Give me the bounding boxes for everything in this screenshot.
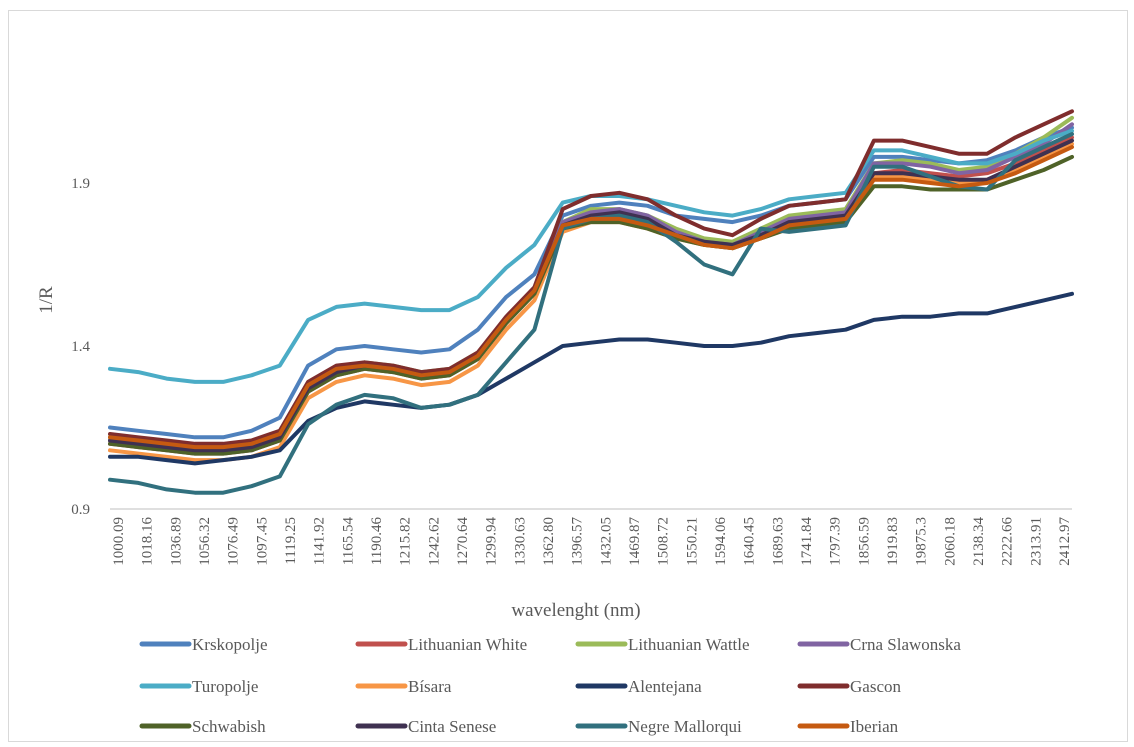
legend-label: Bísara bbox=[408, 677, 452, 696]
legend-label: Alentejana bbox=[628, 677, 702, 696]
legend-label: Lithuanian White bbox=[408, 635, 527, 654]
x-axis-title: wavelenght (nm) bbox=[511, 600, 640, 621]
series-line bbox=[108, 291, 1074, 466]
x-tick-label: 1000.09 bbox=[111, 517, 127, 566]
series-line bbox=[108, 145, 1074, 450]
x-tick-label: 1919.83 bbox=[885, 517, 901, 566]
x-tick-label: 2222.66 bbox=[1000, 517, 1016, 566]
series-line bbox=[108, 109, 1074, 446]
legend-label: Negre Mallorqui bbox=[628, 717, 742, 736]
x-tick-label: 1689.63 bbox=[770, 517, 786, 566]
x-tick-label: 1119.25 bbox=[283, 517, 299, 565]
x-tick-label: 1640.45 bbox=[742, 517, 758, 566]
x-tick-label: 1330.63 bbox=[512, 517, 528, 566]
x-tick-label: 1741.84 bbox=[799, 517, 815, 566]
x-tick-label: 1018.16 bbox=[140, 517, 156, 566]
x-tick-label: 1076.49 bbox=[226, 517, 242, 566]
series-line bbox=[108, 138, 1074, 453]
chart-frame bbox=[8, 10, 1128, 742]
x-tick-label: 1432.05 bbox=[598, 517, 614, 566]
legend-label: Krskopolje bbox=[192, 635, 268, 654]
x-tick-label: 1856.59 bbox=[856, 517, 872, 566]
legend-label: Lithuanian Wattle bbox=[628, 635, 750, 654]
series-line bbox=[108, 154, 1074, 456]
x-tick-label: 1362.80 bbox=[541, 517, 557, 566]
series-line bbox=[108, 135, 1074, 456]
y-tick-label: 1.4 bbox=[71, 339, 90, 355]
x-tick-label: 1056.32 bbox=[197, 517, 213, 566]
x-tick-label: 1165.54 bbox=[340, 517, 356, 566]
series-line bbox=[108, 125, 1074, 440]
x-tick-label: 1797.39 bbox=[828, 517, 844, 566]
y-tick-label: 1.9 bbox=[71, 176, 90, 192]
x-tick-label: 1469.87 bbox=[627, 517, 643, 566]
x-tick-label: 1594.06 bbox=[713, 517, 729, 566]
x-tick-label: 1215.82 bbox=[398, 517, 414, 566]
x-tick-label: 2060.18 bbox=[942, 517, 958, 566]
x-tick-label: 1190.46 bbox=[369, 517, 385, 566]
x-tick-label: 1508.72 bbox=[656, 517, 672, 566]
x-tick-label: 1299.94 bbox=[484, 517, 500, 566]
legend-label: Turopolje bbox=[192, 677, 258, 696]
x-tick-label: 1036.89 bbox=[168, 517, 184, 566]
y-tick-label: 0.9 bbox=[71, 502, 90, 518]
x-tick-label: 1097.45 bbox=[254, 517, 270, 566]
legend-label: Crna Slawonska bbox=[850, 635, 961, 654]
x-tick-label: 1141.92 bbox=[312, 517, 328, 565]
x-tick-label: 2313.91 bbox=[1028, 517, 1044, 566]
x-tick-label: 1242.62 bbox=[426, 517, 442, 566]
x-tick-label: 1270.64 bbox=[455, 517, 471, 566]
legend-label: Cinta Senese bbox=[408, 717, 496, 736]
x-tick-label: 1396.57 bbox=[570, 517, 586, 566]
legend-label: Schwabish bbox=[192, 717, 266, 736]
y-axis-title: 1/R bbox=[36, 286, 57, 314]
x-tick-label: 2412.97 bbox=[1057, 517, 1073, 566]
x-tick-label: 19875.3 bbox=[914, 517, 930, 566]
x-tick-label: 2138.34 bbox=[971, 517, 987, 566]
series-line bbox=[108, 141, 1074, 463]
legend-label: Iberian bbox=[850, 717, 899, 736]
legend-label: Gascon bbox=[850, 677, 901, 696]
x-tick-label: 1550.21 bbox=[684, 517, 700, 566]
